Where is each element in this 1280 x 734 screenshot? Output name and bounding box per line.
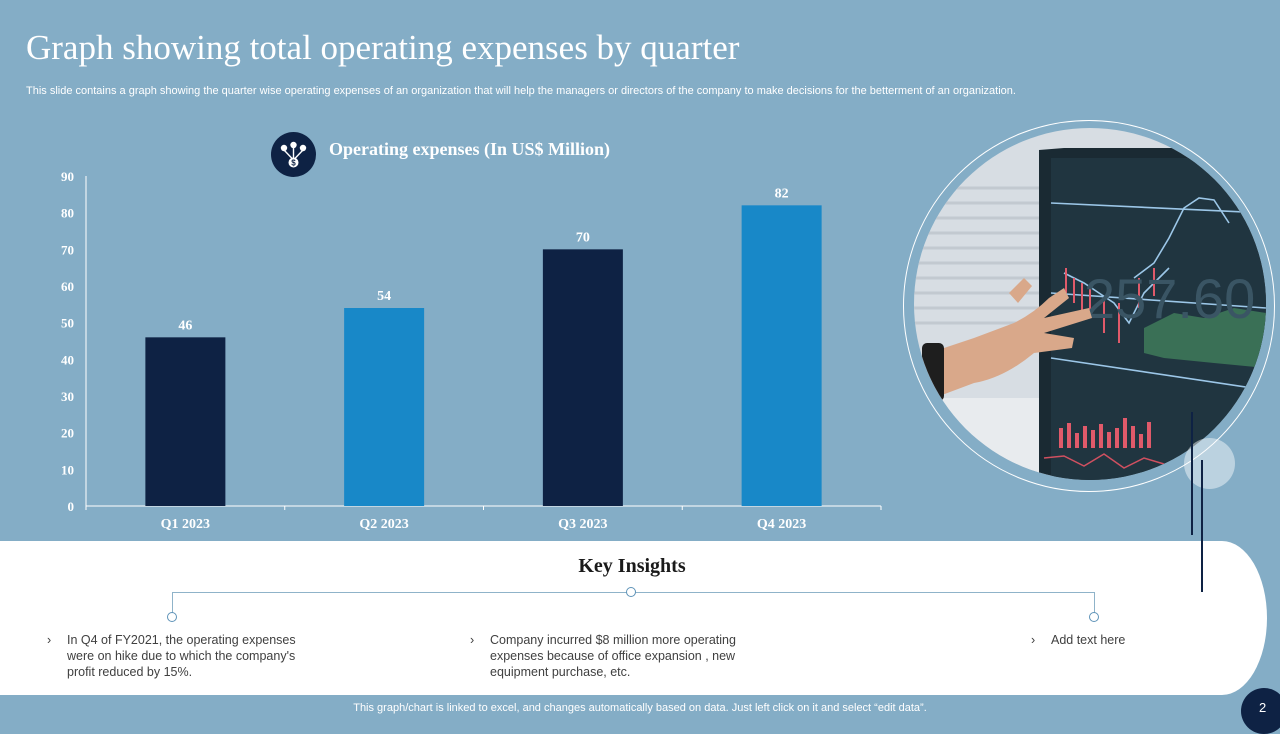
x-tick-label: Q1 2023	[161, 517, 210, 532]
slide-title: Graph showing total operating expenses b…	[26, 28, 740, 67]
key-insights-title: Key Insights	[578, 555, 686, 577]
x-tick-label: Q3 2023	[558, 517, 607, 532]
bar-q3-2023[interactable]	[542, 249, 623, 506]
bar-q4-2023[interactable]	[741, 205, 822, 507]
insight-text: In Q4 of FY2021, the operating expenses …	[67, 633, 296, 679]
y-tick-label: 90	[61, 169, 74, 184]
bar-chart: 0 10 20 30 40 50 60 70 80 90 Q1 2023 Q2 2023 Q3 202…	[61, 169, 882, 532]
timeline-dot	[167, 612, 177, 622]
slide-subtitle: This slide contains a graph showing the …	[26, 85, 1016, 97]
data-label: 46	[178, 318, 192, 333]
y-tick-label: 80	[61, 206, 74, 221]
y-tick-label: 30	[61, 389, 74, 404]
money-network-icon: $	[271, 132, 316, 177]
chevron-right-icon: ›	[1031, 633, 1036, 647]
key-insights-panel	[0, 541, 1267, 695]
y-tick-label: 70	[61, 242, 74, 257]
y-tick-label: 40	[61, 352, 74, 367]
decorative-line	[1191, 412, 1193, 535]
insight-text[interactable]: Add text here	[1051, 633, 1126, 647]
chart-legend-label: Operating expenses (In US$ Million)	[329, 139, 611, 159]
insight-item-3[interactable]: › Add text here	[1031, 632, 1201, 648]
y-tick-label: 60	[61, 279, 74, 294]
trading-screen-photo: 257.60	[914, 128, 1266, 480]
timeline-dot	[626, 587, 636, 597]
x-tick-label: Q2 2023	[359, 517, 408, 532]
insight-item-2: › Company incurred $8 million more opera…	[470, 632, 760, 680]
svg-text:257.60: 257.60	[1084, 267, 1255, 330]
timeline-drop	[1094, 593, 1095, 615]
insight-item-1: › In Q4 of FY2021, the operating expense…	[47, 632, 317, 680]
decorative-line	[1201, 460, 1203, 592]
y-tick-label: 0	[68, 499, 75, 514]
insight-text: Company incurred $8 million more operati…	[490, 633, 736, 679]
timeline-dot	[1089, 612, 1099, 622]
photo-ring	[903, 120, 1275, 492]
slide-footer: This graph/chart is linked to excel, and…	[353, 702, 927, 714]
data-label: 70	[576, 230, 590, 245]
y-tick-label: 20	[61, 426, 74, 441]
bar-q2-2023[interactable]	[344, 308, 425, 506]
timeline-drop	[172, 593, 173, 615]
y-tick-label: 50	[61, 316, 74, 331]
page-number-badge: 2	[1241, 688, 1280, 734]
x-tick-label: Q4 2023	[757, 517, 806, 532]
svg-text:$: $	[291, 159, 296, 168]
chevron-right-icon: ›	[47, 633, 52, 647]
y-tick-label: 10	[61, 462, 74, 477]
chevron-right-icon: ›	[470, 633, 475, 647]
data-label: 54	[377, 289, 391, 304]
bar-q1-2023[interactable]	[145, 337, 226, 506]
data-label: 82	[775, 186, 789, 201]
